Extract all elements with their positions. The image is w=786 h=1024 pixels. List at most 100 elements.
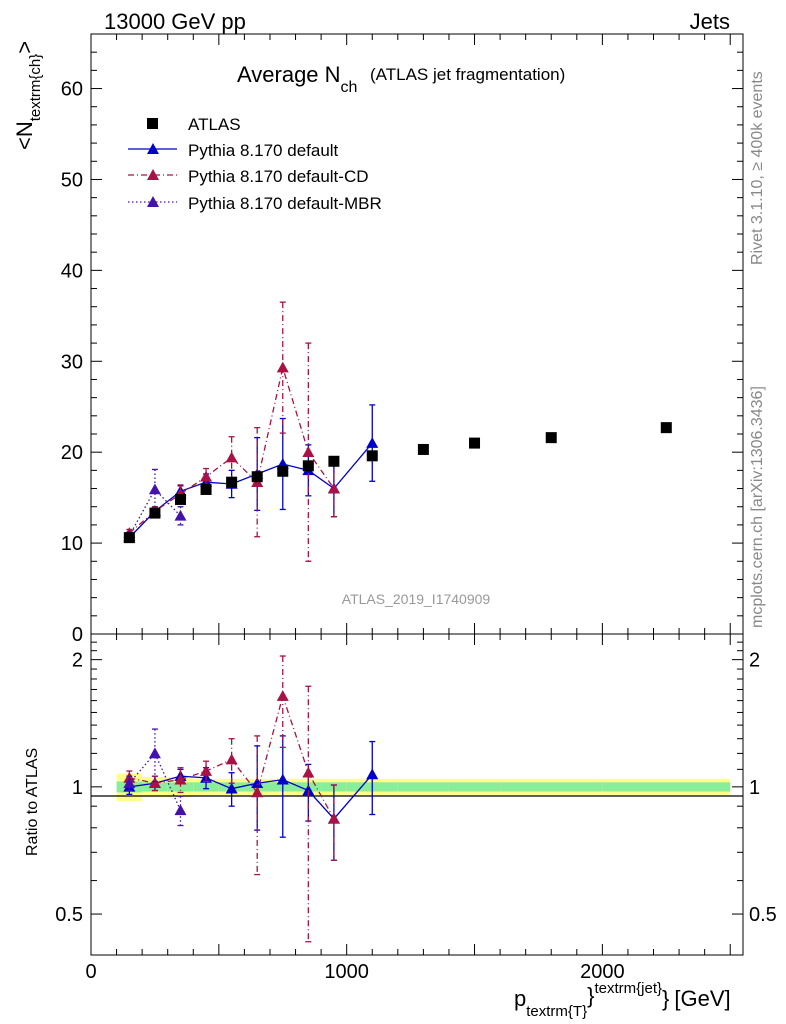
ratio-point-pythia-8-170-default bbox=[366, 768, 379, 780]
ratio-point-pythia-8-170-default-cd bbox=[251, 786, 264, 798]
x-label-superscript: textrm{jet} bbox=[594, 980, 662, 997]
ratio-point-pythia-8-170-default-cd bbox=[225, 753, 238, 765]
ratio-point-pythia-8-170-default bbox=[302, 784, 315, 796]
legend-label-default-mbr: Pythia 8.170 default-MBR bbox=[188, 194, 382, 213]
ratio-point-pythia-8-170-default-cd bbox=[327, 812, 340, 824]
ratio-y-tick-label: 0.5 bbox=[55, 904, 83, 926]
main-line-pythia-8-170-default-cd bbox=[128, 365, 335, 534]
x-label-text: p bbox=[514, 986, 526, 1011]
ratio-point-pythia-8-170-default-mbr bbox=[148, 747, 161, 759]
main-point-pythia-8-170-default-mbr bbox=[174, 509, 187, 521]
ratio-point-pythia-8-170-default bbox=[251, 777, 264, 789]
ratio-band-inner bbox=[500, 782, 603, 792]
ratio-point-pythia-8-170-default-mbr bbox=[174, 804, 187, 816]
ratio-y-tick-label: 2 bbox=[72, 650, 83, 672]
main-point-pythia-8-170-default-cd bbox=[225, 451, 238, 463]
ratio-point-pythia-8-170-default bbox=[276, 773, 289, 785]
x-label-unit: [GeV] bbox=[674, 986, 730, 1011]
main-point-atlas bbox=[660, 422, 672, 434]
main-point-pythia-8-170-default-cd bbox=[327, 482, 340, 494]
main-y-tick-label: 50 bbox=[61, 169, 83, 191]
x-tick-label: 1000 bbox=[324, 961, 369, 983]
ratio-y-tick-label-right: 1 bbox=[749, 777, 760, 799]
legend-marker-default bbox=[147, 143, 159, 154]
main-point-atlas bbox=[251, 471, 263, 483]
main-point-atlas bbox=[174, 493, 186, 505]
header-left-label: 13000 GeV pp bbox=[104, 9, 246, 34]
main-point-atlas bbox=[200, 483, 212, 495]
main-point-atlas bbox=[545, 432, 557, 444]
main-point-pythia-8-170-default-cd bbox=[276, 361, 289, 373]
legend-label-default: Pythia 8.170 default bbox=[188, 141, 339, 160]
main-point-atlas bbox=[302, 460, 314, 472]
ratio-band-inner bbox=[602, 782, 731, 792]
main-line-pythia-8-170-default bbox=[128, 442, 373, 539]
ratio-series-layer bbox=[123, 655, 379, 943]
legend-marker-atlas bbox=[147, 118, 158, 129]
ratio-y-tick-label: 1 bbox=[72, 777, 83, 799]
ratio-panel: 0.5 0.51 12 2 0 1000 2000 Ratio to ATLAS ptex… bbox=[24, 633, 777, 1020]
main-title-text: Average N bbox=[237, 62, 341, 87]
main-point-pythia-8-170-default-mbr bbox=[148, 483, 161, 495]
main-point-atlas bbox=[417, 443, 429, 455]
main-y-axis-label: <Ntextrm{ch}> bbox=[12, 41, 44, 150]
main-y-tick-label: 30 bbox=[61, 351, 83, 373]
ratio-y-tick-label-right: 0.5 bbox=[749, 904, 777, 926]
main-point-atlas bbox=[277, 465, 289, 477]
ratio-band-inner bbox=[448, 782, 501, 792]
main-title-suffix: (ATLAS jet fragmentation) bbox=[370, 65, 565, 84]
x-tick-label: 2000 bbox=[580, 961, 625, 983]
mcplots-side-text: mcplots.cern.ch [arXiv:1306.3436] bbox=[749, 386, 766, 628]
x-label-brace-close: } bbox=[662, 986, 669, 1011]
ratio-line-pythia-8-170-default bbox=[129, 774, 373, 820]
ratio-point-pythia-8-170-default bbox=[225, 782, 238, 794]
x-label-subscript: textrm{T} bbox=[526, 1003, 587, 1020]
main-point-atlas bbox=[123, 532, 135, 544]
ratio-band-inner bbox=[167, 782, 194, 792]
ratio-point-pythia-8-170-default-cd bbox=[200, 765, 213, 776]
ratio-panel-frame bbox=[90, 633, 744, 956]
main-title: Average Nch bbox=[237, 62, 357, 96]
ratio-point-pythia-8-170-default-cd bbox=[174, 773, 187, 785]
ratio-y-axis-label: Ratio to ATLAS bbox=[24, 748, 41, 856]
main-y-tick-label: 20 bbox=[61, 442, 83, 464]
main-point-pythia-8-170-default bbox=[366, 437, 379, 448]
main-point-atlas bbox=[226, 476, 238, 488]
legend-marker-default-mbr bbox=[147, 196, 159, 207]
legend: ATLAS Pythia 8.170 default Pythia 8.170 … bbox=[128, 115, 382, 213]
main-y-label-subscript: textrm{ch} bbox=[27, 54, 44, 122]
legend-marker-default-cd bbox=[147, 169, 159, 180]
main-point-atlas bbox=[149, 507, 161, 519]
main-y-label-end: > bbox=[12, 41, 37, 54]
analysis-watermark: ATLAS_2019_I1740909 bbox=[342, 591, 491, 607]
main-y-label-text: <N bbox=[12, 121, 37, 150]
x-tick-label: 0 bbox=[85, 961, 96, 983]
main-y-tick-label: 60 bbox=[61, 79, 83, 101]
rivet-side-text: Rivet 3.1.10, ≥ 400k events bbox=[749, 71, 766, 265]
main-x-axis-ticks bbox=[90, 34, 731, 634]
main-point-pythia-8-170-default-cd bbox=[200, 470, 213, 482]
ratio-y-tick-label-right: 2 bbox=[749, 650, 760, 672]
x-label-brace: } bbox=[587, 983, 594, 1008]
ratio-point-pythia-8-170-default-mbr bbox=[123, 777, 136, 789]
main-y-tick-label: 0 bbox=[72, 624, 83, 646]
ratio-point-pythia-8-170-default-cd bbox=[302, 766, 315, 778]
ratio-point-pythia-8-170-default-cd bbox=[148, 777, 161, 789]
legend-label-atlas: ATLAS bbox=[188, 115, 241, 134]
main-point-atlas bbox=[328, 455, 340, 467]
main-title-subscript: ch bbox=[341, 79, 358, 96]
main-point-atlas bbox=[366, 450, 378, 462]
main-series-layer bbox=[123, 301, 672, 562]
legend-label-default-cd: Pythia 8.170 default-CD bbox=[188, 167, 369, 186]
main-y-tick-label: 10 bbox=[61, 533, 83, 555]
main-y-tick-label: 40 bbox=[61, 260, 83, 282]
ratio-y-axis-ticks: 0.5 0.5 1 1 2 2 bbox=[55, 633, 777, 956]
main-panel: 0 10 20 30 40 50 60 Average Nch (ATLAS jet fra… bbox=[12, 33, 744, 646]
ratio-band-inner bbox=[397, 782, 449, 792]
x-axis-label: ptextrm{T}}textrm{jet}} [GeV] bbox=[514, 980, 731, 1020]
ratio-point-pythia-8-170-default-cd bbox=[276, 690, 289, 701]
main-point-pythia-8-170-default-cd bbox=[302, 446, 315, 457]
header-right-label: Jets bbox=[690, 9, 730, 34]
main-y-axis-ticks: 0 10 20 30 40 50 60 bbox=[61, 51, 743, 646]
